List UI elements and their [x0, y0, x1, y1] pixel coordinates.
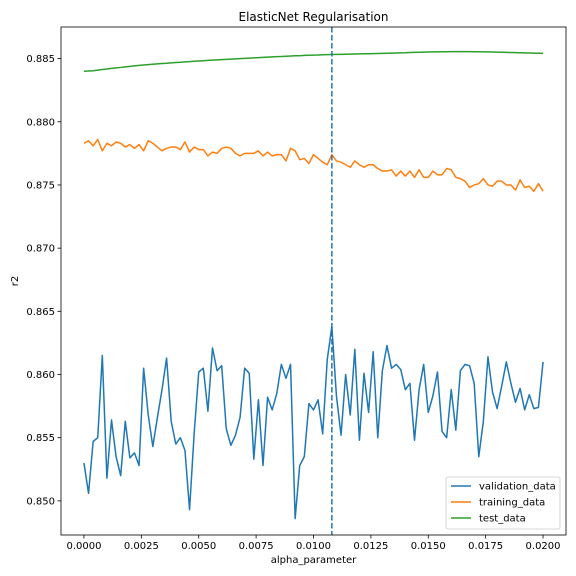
- x-tick-label: 0.0075: [239, 541, 274, 552]
- x-tick-label: 0.0025: [124, 541, 159, 552]
- y-tick-label: 0.875: [26, 180, 55, 191]
- y-tick-label: 0.850: [26, 496, 55, 507]
- plot-area: [61, 27, 566, 535]
- x-tick-label: 0.0125: [353, 541, 388, 552]
- y-tick-label: 0.860: [26, 370, 55, 381]
- legend-box: [445, 476, 561, 530]
- series-line-training-data: [83, 138, 544, 193]
- y-axis: 0.850 0.855 0.860 0.865 0.870 0.875 0.880 0.885: [26, 54, 61, 507]
- y-axis-label: r2: [10, 276, 21, 286]
- y-tick-label: 0.885: [26, 54, 55, 65]
- series-line-test-data: [83, 50, 544, 72]
- x-tick-label: 0.0000: [66, 541, 101, 552]
- x-tick-label: 0.0050: [181, 541, 216, 552]
- legend: validation_data training_data test_data: [445, 476, 561, 530]
- legend-label-validation: validation_data: [479, 482, 556, 493]
- y-tick-label: 0.880: [26, 117, 55, 128]
- x-tick-label: 0.0150: [411, 541, 446, 552]
- x-axis-label: alpha_parameter: [271, 555, 357, 566]
- series-layer: [83, 50, 544, 520]
- x-tick-label: 0.0175: [468, 541, 503, 552]
- chart-title: ElasticNet Regularisation: [239, 10, 389, 24]
- legend-label-training: training_data: [479, 498, 545, 509]
- series-line-validation-data: [83, 325, 544, 520]
- y-tick-label: 0.865: [26, 307, 55, 318]
- x-axis: 0.0000 0.0025 0.0050 0.0075 0.0100 0.0125 0.01…: [66, 535, 561, 552]
- legend-label-test: test_data: [479, 514, 526, 525]
- x-tick-label: 0.0200: [526, 541, 561, 552]
- x-tick-label: 0.0100: [296, 541, 331, 552]
- y-tick-label: 0.855: [26, 433, 55, 444]
- y-tick-label: 0.870: [26, 244, 55, 255]
